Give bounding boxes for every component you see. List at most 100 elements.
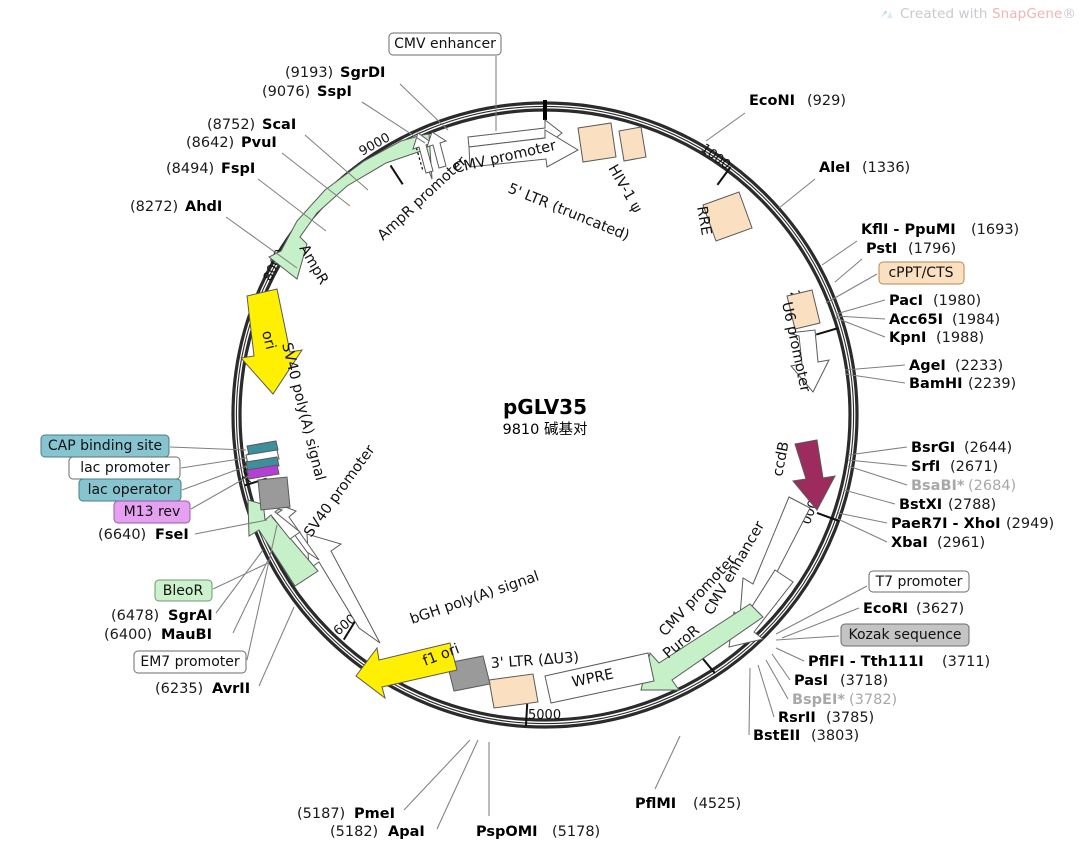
label-text: BleoR bbox=[163, 583, 204, 599]
site-kfli-ppumi[interactable]: KflI - PpuMI (1693) bbox=[821, 222, 1019, 266]
site-alei[interactable]: AleI (1336) bbox=[778, 160, 910, 209]
site-name: BstXI bbox=[899, 497, 942, 513]
site-position: (3711) bbox=[942, 654, 990, 670]
site-name: EcoRI bbox=[863, 601, 908, 617]
site-rsrii[interactable]: RsrII (3785) bbox=[757, 664, 874, 726]
site-position: (1796) bbox=[908, 241, 956, 257]
snapgene-logo-icon bbox=[880, 9, 893, 18]
site-pflmi[interactable]: PflMI (4525) bbox=[635, 735, 741, 812]
feature-cppt-cts[interactable] bbox=[786, 289, 821, 330]
site-kpni[interactable]: KpnI (1988) bbox=[835, 317, 984, 346]
feature-f1-ori[interactable] bbox=[355, 642, 458, 700]
label-box-cap-binding-site[interactable]: CAP binding site bbox=[40, 434, 247, 458]
label-text: lac promoter bbox=[80, 460, 170, 476]
site-pspomi[interactable]: PspOMI (5178) bbox=[476, 742, 600, 840]
site-fspi[interactable]: (8494) FspI bbox=[166, 161, 327, 232]
feature-label-bgh-polya: bGH poly(A) signal bbox=[408, 569, 541, 628]
site-name: PflMI bbox=[635, 796, 676, 812]
site-position: (1693) bbox=[971, 222, 1019, 238]
site-position: (1984) bbox=[952, 312, 1000, 328]
site-position: (8272) bbox=[130, 199, 178, 215]
site-apai[interactable]: (5182) ApaI bbox=[330, 739, 479, 840]
site-bspei[interactable]: BspEI* (3782) bbox=[765, 659, 897, 708]
site-position: (929) bbox=[807, 93, 846, 109]
label-box-cmv-enhancer[interactable]: CMV enhancer bbox=[388, 32, 502, 56]
label-box-lac-operator[interactable]: lac operator bbox=[78, 465, 248, 502]
feature-u6-promoter[interactable] bbox=[788, 329, 830, 393]
site-sgrai[interactable]: (6478) SgrAI bbox=[111, 549, 264, 624]
label-text: T7 promoter bbox=[875, 574, 963, 590]
feature-cap-lac-cluster[interactable] bbox=[245, 440, 280, 480]
site-bstxi[interactable]: BstXI (2788) bbox=[843, 489, 996, 513]
site-sgrdi[interactable]: (9193) SgrDI bbox=[285, 65, 449, 131]
site-agei[interactable]: AgeI (2233) bbox=[844, 358, 1003, 374]
label-box-bleor[interactable]: BleoR bbox=[154, 562, 269, 602]
site-acc65i[interactable]: Acc65I (1984) bbox=[835, 312, 1000, 328]
site-pmei[interactable]: (5187) PmeI bbox=[297, 739, 471, 822]
site-ahdi[interactable]: (8272) AhdI bbox=[130, 199, 298, 269]
plasmid-center-title: pGLV35 9810 碱基对 bbox=[502, 395, 587, 438]
site-xbai[interactable]: XbaI (2961) bbox=[837, 518, 985, 551]
site-psti[interactable]: PstI (1796) bbox=[834, 241, 956, 283]
feature-label-ccdb: ccdB bbox=[770, 440, 792, 478]
site-name: PaeR7I - XhoI bbox=[891, 516, 1000, 532]
site-position: (8752) bbox=[207, 117, 255, 133]
watermark-suffix: ® bbox=[1062, 6, 1076, 22]
label-box-t7-promoter[interactable]: T7 promoter bbox=[775, 570, 970, 635]
site-ecori[interactable]: EcoRI (3627) bbox=[781, 601, 964, 639]
site-bamhi[interactable]: BamHI (2239) bbox=[844, 373, 1016, 392]
site-name: SspI bbox=[317, 84, 352, 100]
site-position: (9193) bbox=[285, 65, 333, 81]
site-name: ApaI bbox=[388, 824, 425, 840]
site-econi[interactable]: EcoNI (929) bbox=[705, 93, 846, 142]
feature-cmv-promoter[interactable] bbox=[468, 129, 580, 168]
label-box-em7-promoter[interactable]: EM7 promoter bbox=[133, 524, 278, 674]
site-position: (6400) bbox=[104, 627, 152, 643]
site-name: BsrGI bbox=[911, 440, 955, 456]
site-scai[interactable]: (8752) ScaI bbox=[207, 117, 369, 191]
site-sspi[interactable]: (9076) SspI bbox=[262, 84, 426, 144]
label-box-cppt-cts[interactable]: cPPT/CTS bbox=[825, 261, 965, 304]
site-paci[interactable]: PacI (1980) bbox=[835, 293, 981, 315]
site-name: PflFI - Tth111I bbox=[808, 654, 924, 670]
site-fsei[interactable]: (6640) FseI bbox=[98, 519, 268, 543]
site-pvui[interactable]: (8642) PvuI bbox=[186, 135, 351, 207]
feature-label-sv40-polya: SV40 poly(A) signal bbox=[278, 341, 328, 482]
feature-ccdb[interactable] bbox=[792, 439, 836, 511]
site-bsabi[interactable]: BsaBI* (2684) bbox=[847, 465, 1016, 494]
feature-ori[interactable] bbox=[240, 288, 304, 395]
site-position: (2788) bbox=[948, 497, 996, 513]
site-position: (3718) bbox=[840, 673, 888, 689]
site-maubi[interactable]: (6400) MauBI bbox=[104, 559, 269, 643]
tick-5000: 5000 bbox=[524, 703, 561, 727]
site-bsrgi[interactable]: BsrGI (2644) bbox=[847, 440, 1012, 456]
site-position: (2671) bbox=[950, 459, 998, 475]
site-srfi[interactable]: SrfI (2671) bbox=[847, 459, 998, 475]
site-name: SgrDI bbox=[340, 65, 385, 81]
site-name: PstI bbox=[866, 241, 897, 257]
feature-ampr-promoter[interactable] bbox=[412, 131, 448, 174]
site-paer7i-xhoi[interactable]: PaeR7I - XhoI (2949) bbox=[837, 512, 1054, 532]
feature-3prime-ltr[interactable] bbox=[488, 673, 539, 709]
site-name: MauBI bbox=[161, 627, 212, 643]
label-box-m13-rev[interactable]: M13 rev bbox=[113, 475, 250, 524]
boxed-feature-labels: CMV enhancer cPPT/CTS T7 promoter Kozak … bbox=[40, 32, 970, 674]
site-position: (4525) bbox=[693, 796, 741, 812]
site-avrii[interactable]: (6235) AvrII bbox=[155, 606, 295, 697]
site-bstеii[interactable]: BstEII (3803) bbox=[748, 667, 859, 744]
feature-hiv1-psi[interactable] bbox=[577, 122, 647, 163]
site-pflfi-tth111i[interactable]: PflFI - Tth111I (3711) bbox=[775, 647, 990, 670]
label-text: lac operator bbox=[88, 482, 173, 498]
feature-em7-promoter[interactable] bbox=[262, 500, 301, 540]
label-box-kozak-sequence[interactable]: Kozak sequence bbox=[775, 623, 970, 647]
site-position: (5182) bbox=[330, 824, 378, 840]
feature-rre[interactable] bbox=[702, 191, 753, 242]
site-name: Acc65I bbox=[889, 312, 943, 328]
label-box-lac-promoter[interactable]: lac promoter bbox=[68, 456, 247, 480]
feature-bgh-polya-signal[interactable] bbox=[446, 655, 491, 692]
site-pasi[interactable]: PasI (3718) bbox=[771, 653, 888, 689]
site-name: BamHI bbox=[909, 376, 962, 392]
feature-puror[interactable] bbox=[640, 603, 764, 691]
feature-sv40-polya-signal[interactable] bbox=[257, 476, 291, 511]
feature-wpre[interactable] bbox=[544, 652, 655, 704]
